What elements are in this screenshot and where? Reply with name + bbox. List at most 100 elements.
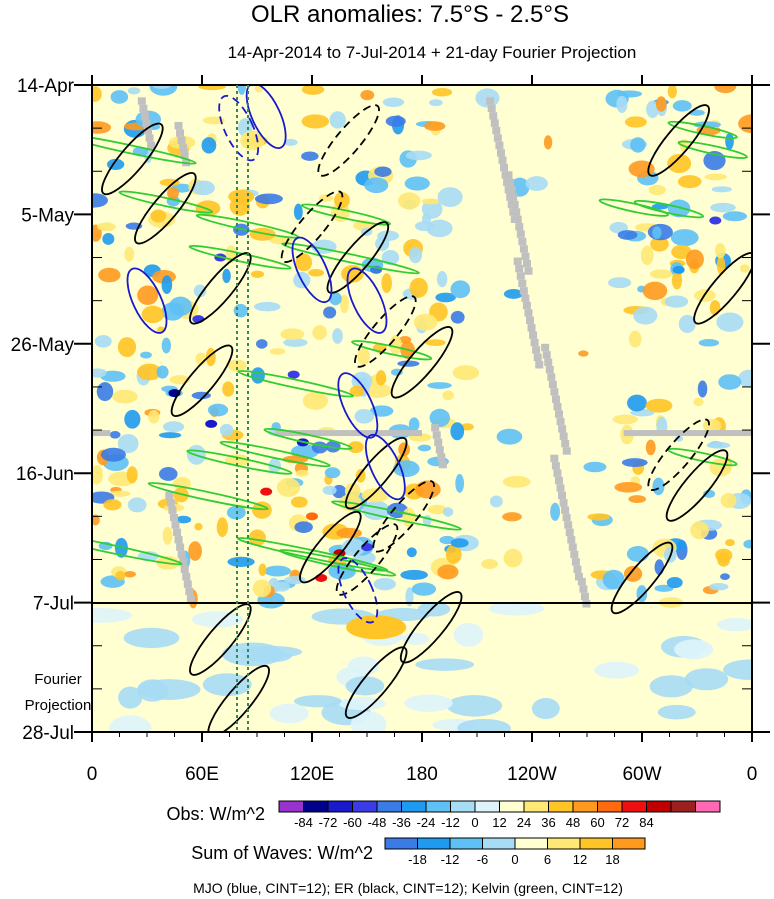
anomaly-blob (406, 547, 417, 558)
kelvin-contour (598, 198, 669, 217)
missing-data-cell (486, 97, 495, 105)
anomaly-blob (671, 244, 692, 260)
anomaly-blob (115, 570, 126, 581)
missing-data-cell (561, 506, 570, 514)
anomaly-blob (685, 249, 704, 270)
anomaly-blob (496, 428, 523, 445)
colorbar-tick-label: -60 (343, 815, 362, 830)
anomaly-blob (481, 559, 499, 569)
colorbar-swatch (474, 800, 500, 813)
missing-data-cell (562, 513, 571, 522)
anomaly-blob (188, 541, 202, 561)
projection-blob (716, 617, 752, 632)
projection-label-line1: Fourier (34, 671, 82, 688)
missing-data-cell (509, 193, 518, 201)
kelvin-contour (351, 340, 433, 361)
missing-data-cell (533, 353, 542, 362)
missing-data-cell (522, 301, 531, 310)
anomaly-blob (442, 507, 454, 517)
projection-blob (415, 658, 475, 671)
anomaly-blob (382, 97, 405, 107)
anomaly-blob (427, 382, 452, 389)
anomaly-blob (295, 469, 309, 477)
anomaly-blob (411, 582, 437, 596)
chart-title: OLR anomalies: 7.5°S - 2.5°S (251, 1, 569, 28)
anomaly-blob (377, 230, 399, 242)
anomaly-blob (739, 264, 750, 273)
anomaly-blob (400, 569, 428, 580)
anomaly-blob (640, 245, 654, 266)
missing-data-cell (524, 309, 533, 317)
missing-data-cell (179, 558, 188, 566)
missing-data-cell (522, 259, 531, 268)
kelvin-contour (118, 190, 214, 214)
projection-blob (657, 704, 696, 720)
missing-data-cell (492, 126, 501, 135)
missing-data-cell (623, 430, 752, 437)
er-contour (610, 541, 674, 615)
anomaly-blob (347, 441, 364, 454)
er-contour (170, 344, 234, 417)
anomaly-blob (655, 96, 667, 112)
mjo-contour (364, 433, 406, 501)
missing-data-cell (185, 587, 194, 596)
anomaly-blob (137, 363, 162, 381)
missing-data-cell (535, 361, 544, 369)
anomaly-core (672, 265, 685, 274)
anomaly-blob (630, 137, 646, 153)
y-tick-label: 16-Jun (16, 464, 74, 485)
anomaly-blob (722, 211, 748, 222)
anomaly-blob (301, 151, 319, 161)
er-contour (647, 418, 710, 491)
missing-data-cell (530, 338, 539, 347)
y-tick-label: 14-Apr (17, 76, 75, 97)
kelvin-contour (188, 244, 292, 270)
anomaly-blob (311, 441, 328, 454)
anomaly-blob (435, 292, 456, 303)
anomaly-blob (698, 338, 720, 347)
anomaly-core (306, 512, 318, 521)
kelvin-contour (186, 449, 293, 475)
missing-data-cell (495, 141, 504, 150)
anomaly-blob (254, 301, 281, 312)
anomaly-blob (222, 268, 231, 284)
anomaly-blob (452, 365, 480, 381)
projection-blob (191, 611, 244, 628)
missing-data-cell (564, 521, 573, 529)
er-contour (693, 252, 752, 325)
projection-blob (674, 639, 714, 660)
anomaly-blob (425, 339, 446, 346)
anomaly-blob (158, 467, 178, 481)
anomaly-blob (543, 135, 553, 150)
colorbar-swatch (449, 837, 483, 850)
anomaly-blob (714, 85, 737, 94)
anomaly-core (287, 370, 300, 379)
anomaly-blob (708, 583, 729, 591)
anomaly-blob (148, 409, 160, 424)
anomaly-blob (602, 569, 625, 590)
anomaly-blob (339, 294, 349, 314)
projection-blob (649, 675, 694, 698)
missing-data-cell (516, 272, 525, 280)
colorbar-tick-label: 72 (615, 815, 629, 830)
missing-data-cell (559, 432, 568, 440)
missing-data-cell (541, 343, 550, 352)
x-tick-label: 60W (622, 764, 661, 785)
wave-contours (92, 85, 752, 732)
missing-data-cell (555, 410, 564, 418)
missing-data-cell (518, 279, 527, 288)
er-contour (647, 104, 710, 177)
anomaly-blob (256, 339, 268, 349)
anomaly-blob (404, 176, 430, 191)
anomaly-blob (198, 85, 226, 91)
anomaly-blob (127, 87, 141, 95)
anomaly-blob (332, 328, 343, 344)
missing-data-cell (171, 521, 180, 529)
anomaly-blob (254, 193, 283, 205)
x-tick-label: 180 (406, 764, 438, 785)
anomaly-blob (417, 444, 432, 452)
colorbar-tick-label: 18 (605, 852, 619, 867)
anomaly-blob (333, 192, 350, 209)
projection-blob (345, 676, 385, 696)
missing-data-cell (521, 294, 530, 302)
